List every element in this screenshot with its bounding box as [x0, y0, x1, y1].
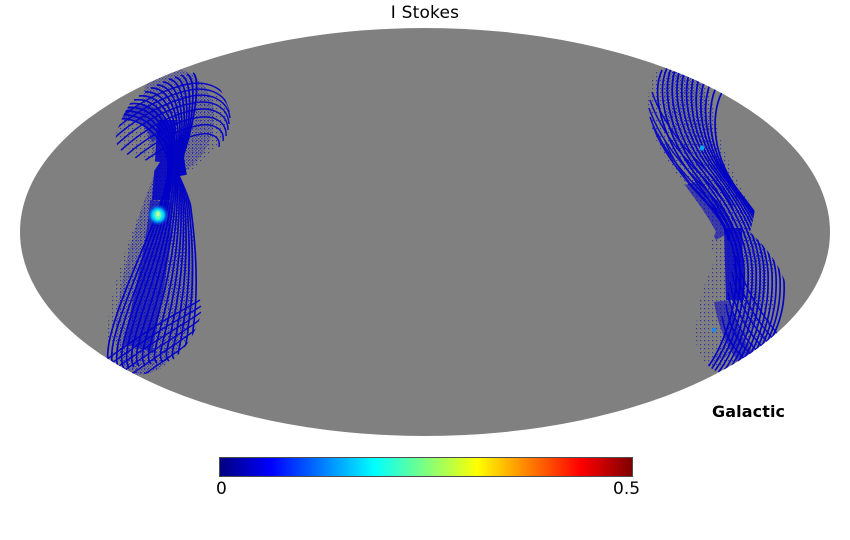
colorbar-gradient — [219, 457, 633, 477]
colorbar-min-label: 0 — [216, 479, 227, 499]
coordinate-system-label: Galactic — [712, 402, 786, 421]
mollweide-projection — [20, 28, 830, 436]
colorbar-max-label: 0.5 — [613, 479, 641, 499]
mollweide-canvas — [20, 28, 830, 436]
right-scan-region — [648, 63, 791, 375]
colorbar — [219, 457, 633, 477]
left-scan-region — [97, 68, 231, 376]
page-title: I Stokes — [390, 3, 460, 23]
right-speckle — [648, 66, 775, 374]
data-layer — [97, 63, 791, 376]
right-bright-pixel-a — [699, 145, 705, 151]
left-speckle — [107, 93, 228, 376]
right-bright-pixel-b — [712, 327, 716, 333]
bright-source-peak — [156, 211, 160, 217]
